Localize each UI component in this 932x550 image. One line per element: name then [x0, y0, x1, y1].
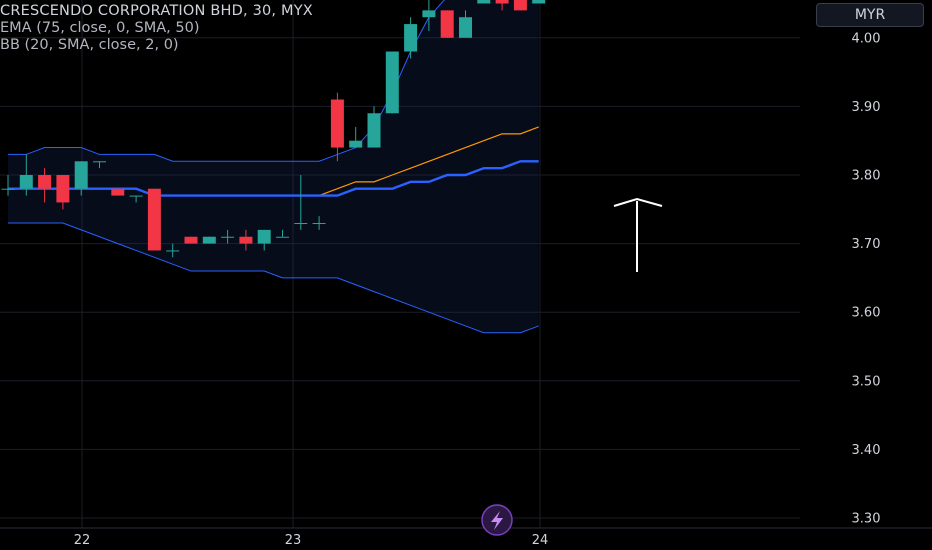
- time-axis[interactable]: 22 23 24: [74, 533, 549, 548]
- candle: [459, 10, 472, 38]
- candle: [294, 175, 308, 230]
- x-tick-label: 23: [285, 533, 302, 548]
- candle-body: [330, 99, 344, 148]
- candle: [495, 0, 509, 11]
- candle: [404, 17, 418, 59]
- candle-body: [1, 188, 15, 190]
- candle-body: [276, 236, 289, 238]
- candle: [349, 126, 363, 148]
- candle: [513, 0, 527, 11]
- replay-button[interactable]: [481, 504, 513, 536]
- bollinger-band-fill: [8, 0, 539, 333]
- candle-body: [147, 188, 161, 251]
- candle: [257, 229, 271, 251]
- y-tick-label: 3.80: [852, 169, 881, 184]
- candlesticks: [1, 0, 546, 258]
- candle-body: [459, 17, 472, 38]
- candle: [276, 229, 289, 238]
- candle-body: [38, 175, 52, 189]
- chart-legend: CRESCENDO CORPORATION BHD, 30, MYX EMA (…: [0, 3, 313, 54]
- candle: [74, 161, 88, 196]
- bb-lower-line: [8, 222, 539, 334]
- candle: [330, 92, 344, 162]
- arrow-drawing[interactable]: [613, 197, 663, 272]
- candle: [19, 154, 33, 196]
- x-tick-label: 24: [532, 533, 549, 548]
- y-tick-label: 3.90: [852, 100, 881, 115]
- candle-body: [74, 161, 88, 189]
- ema-long-line: [8, 160, 539, 197]
- candle: [239, 229, 253, 251]
- symbol-title[interactable]: CRESCENDO CORPORATION BHD, 30, MYX: [0, 3, 313, 19]
- candle-body: [239, 236, 253, 244]
- currency-button[interactable]: MYR: [816, 3, 924, 27]
- bb-upper-line: [8, 0, 445, 162]
- y-tick-label: 4.00: [852, 31, 881, 46]
- candle-body: [56, 175, 70, 203]
- y-tick-label: 3.70: [852, 237, 881, 252]
- candle-body: [202, 236, 216, 244]
- candle: [477, 0, 491, 4]
- candle-body: [257, 229, 271, 244]
- x-tick-label: 22: [74, 533, 91, 548]
- candle-body: [422, 10, 436, 18]
- ema-line: [318, 126, 539, 197]
- candle-body: [221, 236, 235, 238]
- candle: [166, 243, 180, 258]
- candle-body: [404, 24, 418, 52]
- y-tick-label: 3.60: [852, 306, 881, 321]
- candle-body: [532, 0, 546, 4]
- candle: [422, 0, 436, 31]
- candle-body: [495, 0, 509, 4]
- candle: [56, 175, 70, 210]
- candle-body: [294, 223, 308, 225]
- candle-body: [166, 250, 180, 252]
- candle: [221, 229, 235, 244]
- ema-legend[interactable]: EMA (75, close, 0, SMA, 50): [0, 20, 200, 36]
- candle-body: [513, 0, 527, 11]
- candle-body: [385, 51, 399, 114]
- candle: [38, 168, 52, 203]
- bb-legend[interactable]: BB (20, SMA, close, 2, 0): [0, 37, 179, 53]
- candle: [532, 0, 546, 4]
- y-tick-label: 3.30: [852, 512, 881, 527]
- candle: [385, 51, 399, 114]
- chart-grid: [0, 0, 932, 529]
- candle: [147, 188, 161, 251]
- candle: [93, 161, 106, 169]
- candle-body: [111, 188, 125, 196]
- candle-body: [349, 140, 363, 148]
- y-tick-label: 3.50: [852, 374, 881, 389]
- price-axis[interactable]: 4.704.604.504.404.304.204.104.003.903.80…: [806, 0, 900, 527]
- candle: [312, 216, 326, 230]
- candle: [129, 195, 143, 203]
- candle-body: [477, 0, 491, 4]
- candle-body: [19, 175, 33, 189]
- candle: [184, 236, 198, 244]
- candle-body: [367, 113, 381, 148]
- candle: [1, 175, 15, 196]
- candle: [202, 236, 216, 244]
- candle: [440, 10, 454, 38]
- candle-body: [184, 236, 198, 244]
- lightning-icon: [491, 511, 503, 530]
- candle-body: [440, 10, 454, 38]
- candle: [111, 188, 125, 196]
- candle-body: [129, 195, 143, 197]
- candle: [367, 106, 381, 148]
- y-tick-label: 3.40: [852, 443, 881, 458]
- candle-body: [93, 161, 106, 163]
- candle-body: [312, 223, 326, 225]
- indicator-lines: [8, 0, 539, 334]
- bb-fill-area: [8, 0, 539, 333]
